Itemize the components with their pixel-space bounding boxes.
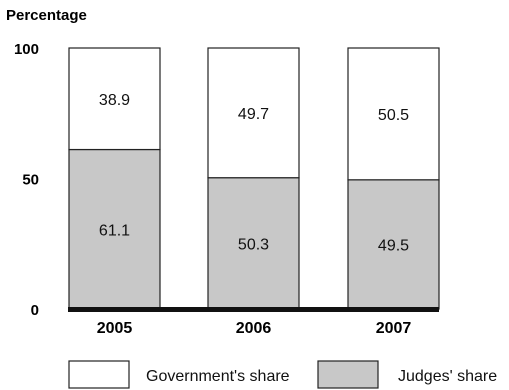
data-label: 49.5 <box>378 237 409 254</box>
x-category-label: 2005 <box>97 320 133 337</box>
x-category-label: 2007 <box>376 320 412 337</box>
y-tick-label: 0 <box>31 302 39 319</box>
data-label: 61.1 <box>99 222 130 239</box>
bars: 61.1 38.9 50.3 49.7 49.5 50.5 <box>68 47 440 312</box>
x-category-label: 2006 <box>236 320 272 337</box>
bar-segment <box>347 179 440 310</box>
y-axis-ticks: 0 50 100 <box>14 41 39 319</box>
bar-segment <box>207 47 300 179</box>
data-label: 50.5 <box>378 107 409 124</box>
bar-segment <box>68 47 161 151</box>
x-axis-categories: 2005 2006 2007 <box>97 320 412 337</box>
data-label: 49.7 <box>238 106 269 123</box>
legend-swatch <box>317 360 379 389</box>
y-tick-label: 100 <box>14 41 39 58</box>
y-tick-label: 50 <box>22 172 39 189</box>
data-label: 38.9 <box>99 92 130 109</box>
y-axis-title: Percentage <box>6 7 87 24</box>
bar-segment <box>347 47 440 181</box>
legend-label: Judges' share <box>398 368 497 385</box>
legend: Government's share Judges' share <box>68 360 497 389</box>
x-axis-baseline <box>68 307 439 312</box>
bar-segment <box>68 148 161 310</box>
legend-swatch <box>68 360 130 389</box>
data-label: 50.3 <box>238 236 269 253</box>
legend-label: Government's share <box>146 368 290 385</box>
